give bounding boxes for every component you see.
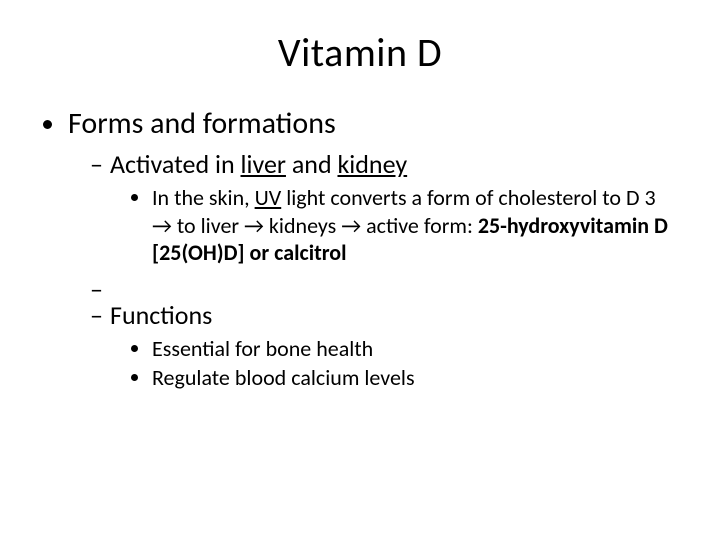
list-item-functions: Functions Essential for bone health Regu… bbox=[90, 299, 680, 392]
bullet-list-level3a: In the skin, UV light converts a form of… bbox=[110, 184, 680, 267]
text-activated-mid: and bbox=[286, 148, 338, 180]
text-kidney: kidney bbox=[337, 148, 407, 180]
text-liver: liver bbox=[241, 148, 286, 180]
text-activated-pre: Activated in bbox=[110, 148, 241, 180]
slide-title: Vitamin D bbox=[40, 28, 680, 77]
slide-container: Vitamin D Forms and formations Activated… bbox=[0, 0, 720, 540]
list-item-forms: Forms and formations Activated in liver … bbox=[68, 105, 680, 392]
text-uv: UV bbox=[255, 184, 282, 211]
list-item-skin: In the skin, UV light converts a form of… bbox=[152, 184, 680, 267]
text-skin-pre: In the skin, bbox=[152, 184, 255, 211]
bullet-list-level1: Forms and formations Activated in liver … bbox=[40, 105, 680, 392]
spacer bbox=[90, 273, 680, 293]
text-functions: Functions bbox=[110, 299, 212, 331]
list-item-calcium: Regulate blood calcium levels bbox=[152, 364, 680, 392]
list-item-activated: Activated in liver and kidney In the ski… bbox=[90, 148, 680, 267]
text-forms: Forms and formations bbox=[68, 105, 336, 142]
list-item-bone: Essential for bone health bbox=[152, 335, 680, 363]
bullet-list-level2: Activated in liver and kidney In the ski… bbox=[68, 148, 680, 392]
bullet-list-level3b: Essential for bone health Regulate blood… bbox=[110, 335, 680, 392]
